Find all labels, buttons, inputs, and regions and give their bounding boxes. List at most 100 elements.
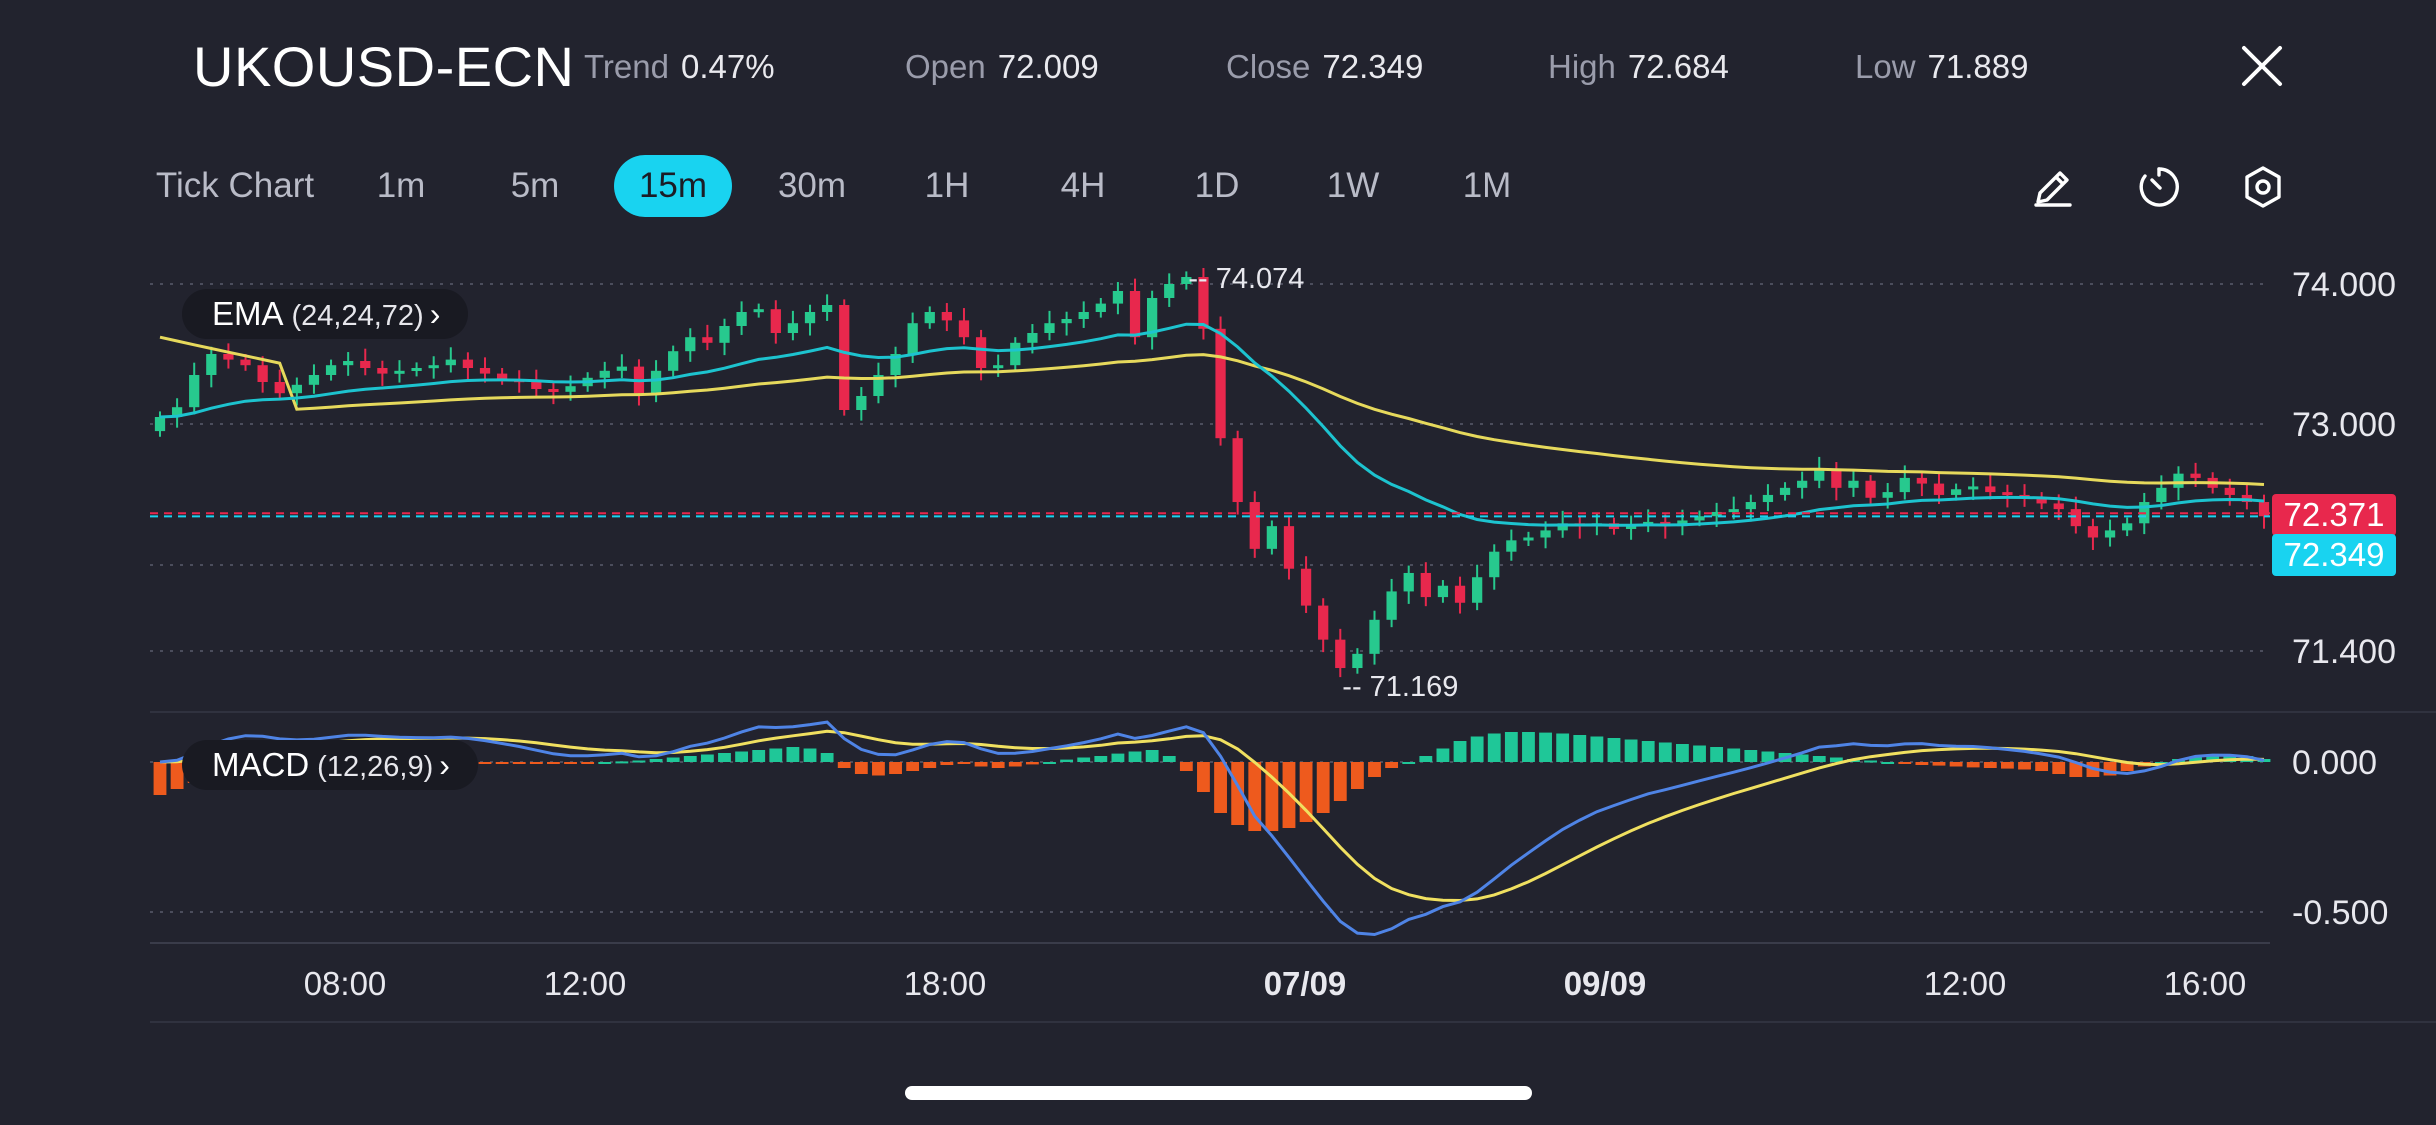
candle-body — [770, 309, 781, 333]
timeframe-4h[interactable]: 4H — [1060, 166, 1106, 205]
timeframe-1mo[interactable]: 1M — [1462, 166, 1512, 205]
candle-body — [1164, 284, 1175, 298]
close-button[interactable] — [2238, 42, 2286, 90]
macd-histogram-bar — [1624, 739, 1638, 762]
candle-body — [1506, 540, 1517, 552]
timeframe-1w[interactable]: 1W — [1326, 166, 1380, 205]
candle-body — [1454, 585, 1466, 603]
macd-histogram-bar — [1197, 762, 1210, 792]
candle-body — [2190, 473, 2201, 478]
macd-signal-line — [159, 729, 2265, 903]
ema-params: (24,24,72) — [291, 300, 424, 332]
macd-histogram-bar — [1983, 762, 1997, 768]
timeframe-tick-chart[interactable]: Tick Chart — [155, 166, 315, 205]
macd-histogram-bar — [2257, 759, 2271, 762]
candle-body — [907, 323, 918, 354]
candle-body — [1694, 516, 1705, 521]
timeframe-1d[interactable]: 1D — [1194, 166, 1240, 205]
settings-button[interactable] — [2240, 164, 2286, 210]
candle-body — [1318, 605, 1329, 640]
high-label: High — [1548, 48, 1616, 85]
draw-tool-button[interactable] — [2030, 164, 2076, 210]
candle-body — [462, 359, 474, 368]
candle-body — [668, 351, 679, 371]
candle-body — [1386, 591, 1397, 620]
timer-button[interactable] — [2136, 164, 2182, 210]
macd-histogram-bar — [1111, 753, 1125, 762]
close-value: 72.349 — [1322, 48, 1424, 85]
high-value: 72.684 — [1627, 48, 1729, 85]
candle-body — [616, 366, 627, 371]
candle-body — [1061, 319, 1072, 324]
macd-histogram-bar — [2189, 757, 2202, 762]
candle-body — [1369, 619, 1380, 654]
candle-body — [2087, 526, 2099, 538]
macd-histogram-bar — [1350, 762, 1364, 789]
macd-line — [159, 720, 2265, 937]
candle-body — [2002, 492, 2013, 496]
macd-histogram-bar — [1162, 756, 1176, 762]
candle-body — [804, 312, 816, 324]
macd-histogram-bar — [529, 762, 543, 764]
timeframe-15m[interactable]: 15m — [614, 155, 732, 217]
macd-histogram-bar — [1368, 762, 1381, 777]
bid-price-label: 72.371 — [2284, 496, 2385, 533]
low-value: 71.889 — [1927, 48, 2029, 85]
macd-histogram-bar — [598, 762, 612, 764]
candle-body — [993, 365, 1004, 369]
candle-body — [873, 375, 884, 396]
macd-histogram-bar — [1744, 750, 1758, 762]
macd-histogram-bar — [1693, 745, 1706, 762]
candle-body — [1095, 303, 1106, 312]
price-label-badge — [2272, 534, 2396, 576]
timeframe-30m[interactable]: 30m — [777, 166, 847, 205]
timeframe-5m[interactable]: 5m — [510, 166, 560, 205]
candle-body — [377, 368, 388, 374]
high-annotation: -- 74.074 — [1188, 263, 1304, 295]
candle-body — [171, 407, 183, 417]
candle-body — [1420, 572, 1431, 598]
candle-body — [1968, 486, 1979, 490]
timeframe-1h[interactable]: 1H — [924, 166, 970, 205]
candle-body — [856, 396, 867, 410]
time-axis-tick: 09/09 — [1564, 965, 1647, 1002]
candle-body — [975, 337, 987, 368]
timeframe-toolbar: Tick Chart 1m 5m 15m 30m 1H 4H 1D 1W 1M — [0, 155, 2436, 230]
candle-body — [1472, 577, 1483, 603]
macd-histogram-bar — [1829, 757, 1843, 762]
macd-histogram-bar — [1607, 738, 1621, 762]
macd-histogram-bar — [854, 762, 868, 774]
candle-body — [821, 305, 833, 312]
macd-histogram-bar — [1128, 751, 1142, 762]
macd-histogram-bar — [803, 748, 817, 762]
candle-body — [1266, 526, 1278, 549]
candle-body — [2224, 487, 2235, 495]
candle-body — [1625, 524, 1637, 529]
candle-body — [206, 354, 217, 375]
macd-histogram-bar — [1727, 748, 1741, 762]
time-axis-tick: 07/09 — [1264, 965, 1347, 1002]
macd-histogram-bar — [1812, 756, 1826, 762]
candle-body — [428, 365, 439, 369]
pencil-icon — [2034, 171, 2072, 207]
open-value: 72.009 — [997, 48, 1099, 85]
time-axis-tick: 12:00 — [544, 965, 627, 1002]
candle-body — [1797, 480, 1808, 488]
ema-indicator-badge[interactable]: EMA (24,24,72) › — [182, 289, 469, 339]
open-label: Open — [905, 48, 986, 85]
macd-histogram-bar — [170, 762, 184, 789]
low-label: Low — [1855, 48, 1916, 85]
candle-body — [1933, 483, 1945, 495]
macd-histogram-bar — [1179, 762, 1193, 771]
macd-histogram-bar — [872, 762, 885, 776]
candle-body — [839, 305, 850, 410]
macd-axis-tick: 0.000 — [2292, 744, 2377, 782]
candle-body — [650, 370, 662, 394]
macd-histogram-bar — [1402, 762, 1416, 764]
timeframe-1m[interactable]: 1m — [376, 166, 426, 205]
candle-body — [2156, 487, 2167, 503]
high-stat: High 72.684 — [1548, 48, 1729, 86]
macd-histogram-bar — [1214, 762, 1227, 813]
macd-indicator-badge[interactable]: MACD (12,26,9) › — [182, 740, 478, 790]
